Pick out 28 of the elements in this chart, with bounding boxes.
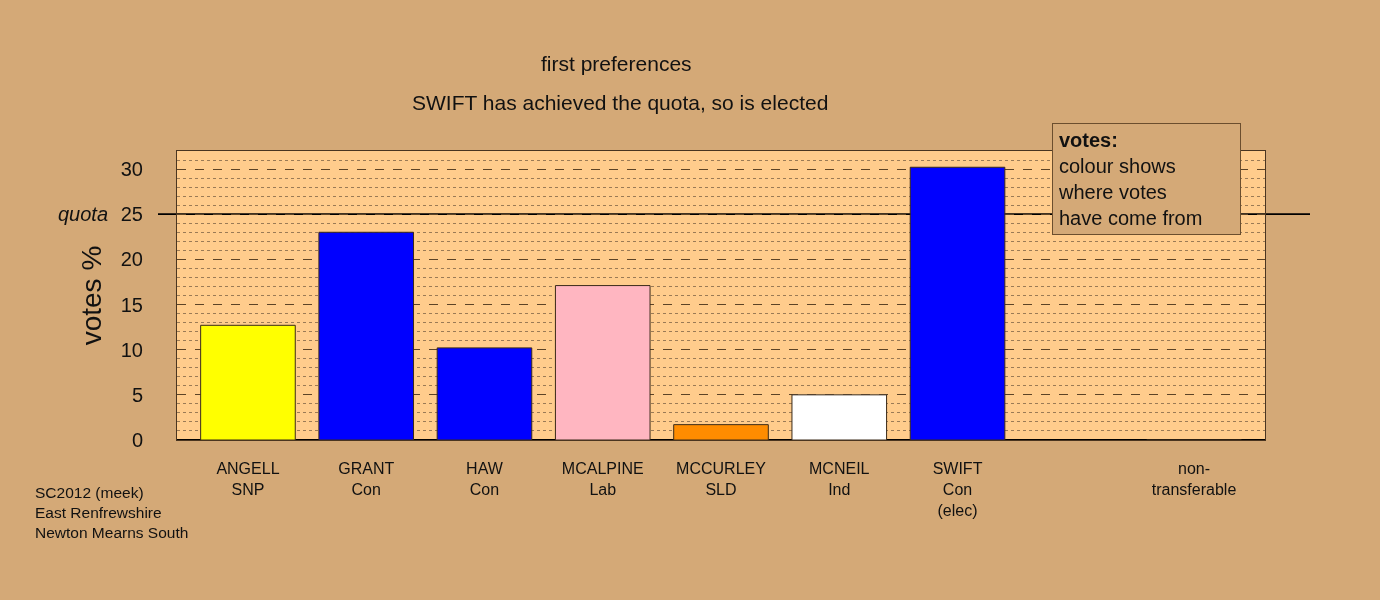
x-tick-label: non- transferable bbox=[1151, 460, 1237, 498]
bar bbox=[909, 166, 1006, 440]
y-tick-label: 0 bbox=[131, 429, 143, 451]
x-tick-label: HAW Con bbox=[466, 460, 504, 498]
annotation: votes: colour shows where votes have come from bbox=[1058, 129, 1203, 229]
chart-title: first preferences bbox=[541, 52, 692, 75]
y-axis-title: votes % bbox=[76, 245, 108, 346]
y-tick-label: 20 bbox=[120, 248, 143, 271]
x-tick-label: MCNEIL Ind bbox=[809, 460, 870, 498]
x-tick-label: ANGELL SNP bbox=[216, 460, 280, 498]
y-tick-label: 10 bbox=[120, 338, 143, 361]
y-tick-label: 15 bbox=[120, 293, 143, 316]
bar bbox=[673, 424, 769, 440]
bar bbox=[200, 324, 296, 440]
bar bbox=[791, 394, 888, 440]
bar bbox=[318, 231, 415, 440]
x-tick-label: SWIFT Con (elec) bbox=[932, 460, 983, 519]
text: SC2012 (meek) East Renfrewshire Newton Mearns South bbox=[35, 484, 189, 542]
x-tick-label: GRANT Con bbox=[338, 460, 395, 498]
bar bbox=[436, 347, 533, 440]
bar bbox=[554, 285, 651, 440]
chart-subtitle: SWIFT has achieved the quota, so is elected bbox=[412, 91, 829, 114]
x-tick-label: MCALPINE Lab bbox=[561, 460, 644, 498]
y-tick-label: 5 bbox=[131, 383, 143, 406]
ref-line-label: quota bbox=[58, 203, 109, 225]
y-tick-label: 30 bbox=[120, 158, 143, 181]
x-tick-label: MCCURLEY SLD bbox=[676, 460, 767, 498]
y-tick-label: 25 bbox=[120, 203, 143, 226]
